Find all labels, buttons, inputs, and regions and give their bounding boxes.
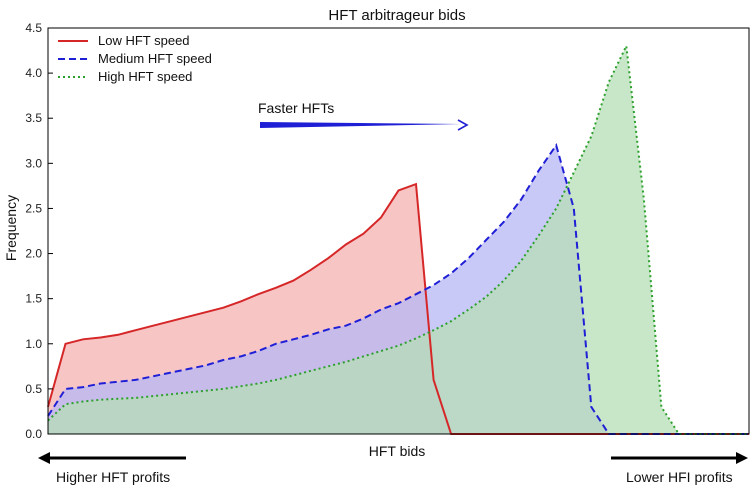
faster-hfts-arrow-shaft	[260, 122, 462, 128]
faster-hfts-arrowhead	[457, 119, 469, 131]
plot-frame	[47, 27, 750, 435]
legend: Low HFT speed Medium HFT speed High HFT sp…	[58, 33, 212, 84]
y-tick-label: 2.5	[25, 201, 42, 215]
legend-label-2: Medium HFT speed	[98, 51, 212, 66]
lower-hfi-profits-label: Lower HFI profits	[626, 469, 733, 485]
y-tick-label: 4.0	[25, 66, 42, 80]
series-layer	[47, 42, 749, 435]
y-tick-label: 2.0	[25, 247, 42, 261]
series-line-3	[47, 42, 749, 435]
chart-title: HFT arbitrageur bids	[328, 7, 465, 24]
y-tick-label: 0.5	[25, 382, 42, 396]
legend-label-3: High HFT speed	[98, 69, 192, 84]
right-profit-arrowhead	[736, 452, 748, 464]
y-tick-label: 3.0	[25, 156, 42, 170]
y-tick-label: 0.0	[25, 427, 42, 441]
higher-hft-profits-label: Higher HFT profits	[56, 469, 170, 485]
y-tick-label: 1.0	[25, 337, 42, 351]
legend-label-1: Low HFT speed	[98, 33, 190, 48]
faster-hfts-label: Faster HFTs	[258, 100, 334, 116]
y-tick-label: 4.5	[25, 21, 42, 35]
left-profit-arrowhead	[38, 452, 50, 464]
y-axis: 0.0 0.5 1.0 1.5 2.0 2.5 3.0 3.5 4.0 4.5	[25, 21, 53, 441]
y-axis-title: Frequency	[3, 195, 19, 261]
y-tick-label: 1.5	[25, 292, 42, 306]
x-axis-title: HFT bids	[369, 443, 426, 459]
y-tick-label: 3.5	[25, 111, 42, 125]
series-area-3	[48, 46, 749, 434]
